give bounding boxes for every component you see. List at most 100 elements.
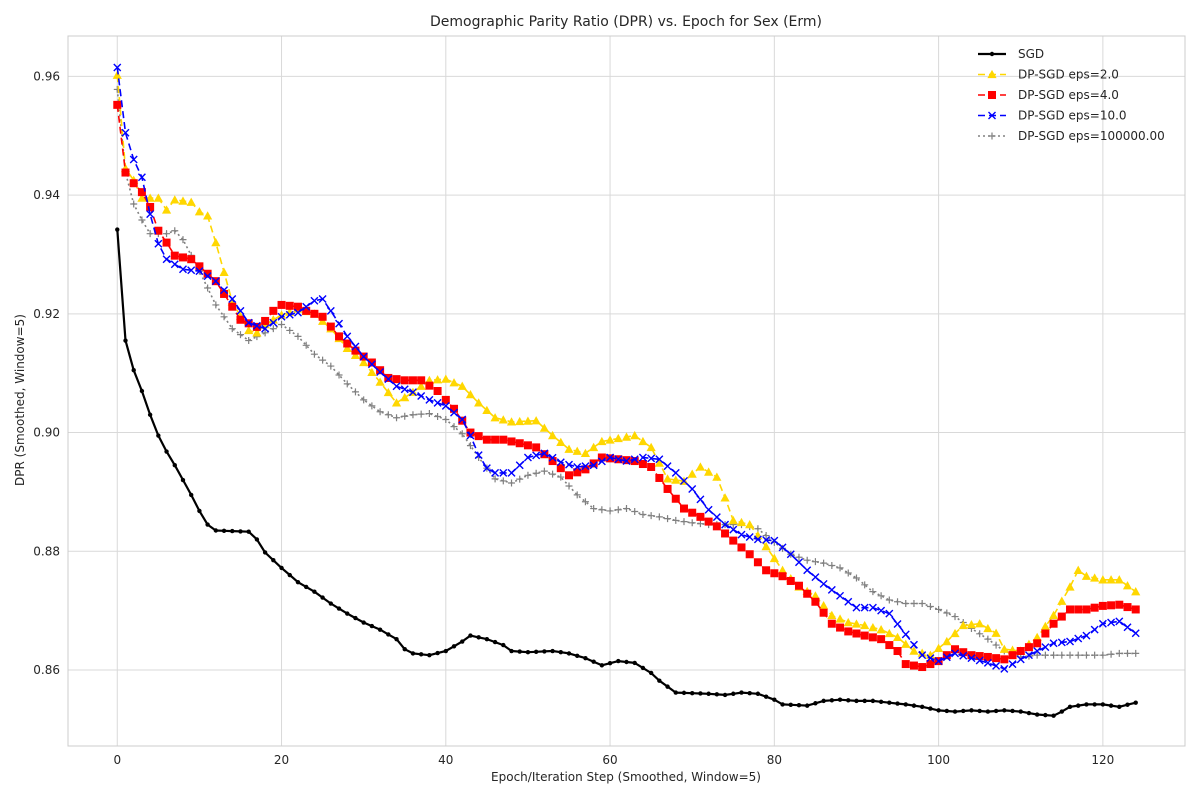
series-point — [466, 428, 475, 437]
series-point — [1098, 601, 1107, 610]
series-point — [474, 398, 484, 407]
series-point — [557, 473, 565, 481]
series-point — [271, 557, 276, 563]
series-point — [819, 608, 828, 617]
series-point — [178, 253, 187, 262]
series-point — [327, 362, 335, 370]
series-point — [884, 628, 894, 638]
series-point — [860, 603, 869, 612]
series-point — [302, 306, 311, 315]
series-point — [745, 519, 755, 529]
series-point — [443, 648, 449, 654]
y-tick-label: 0.94 — [33, 188, 60, 202]
series-point — [319, 356, 327, 364]
series-point — [729, 525, 738, 534]
series-point — [1122, 581, 1133, 590]
series-point — [698, 691, 703, 696]
series-point — [1065, 582, 1075, 591]
series-point — [408, 388, 417, 397]
series-point — [435, 650, 440, 656]
plot-frame — [67, 35, 1186, 747]
series-point — [509, 648, 514, 654]
series-point — [910, 600, 918, 608]
series-point — [376, 366, 385, 375]
series-point — [161, 205, 172, 214]
series-point — [434, 413, 442, 421]
series-point — [720, 493, 730, 502]
series-point — [836, 623, 845, 632]
series-point — [367, 360, 376, 369]
series-point — [450, 408, 459, 417]
series-point — [219, 267, 229, 276]
series-point — [523, 453, 532, 462]
series-point — [147, 412, 153, 417]
series-point — [1108, 703, 1114, 708]
series-point — [747, 690, 752, 696]
series-dp-sgd-eps-10-0 — [113, 63, 1140, 673]
series-point — [647, 512, 655, 520]
series-point — [1074, 651, 1082, 659]
series-point — [146, 210, 155, 219]
series-point — [843, 617, 853, 627]
series-point — [992, 641, 1000, 649]
series-point — [901, 660, 910, 669]
series-point — [918, 600, 926, 608]
series-point — [966, 619, 977, 629]
series-point — [558, 650, 563, 655]
series-point — [1115, 649, 1123, 657]
series-point — [762, 536, 771, 544]
series-point — [851, 619, 862, 628]
series-point — [1107, 618, 1116, 627]
series-point — [228, 325, 236, 333]
series-point — [762, 532, 770, 540]
series-point — [1106, 575, 1116, 584]
series-point — [928, 706, 933, 711]
series-point — [1090, 625, 1099, 634]
series-point — [342, 343, 352, 352]
series-point — [180, 477, 186, 483]
series-point — [171, 227, 179, 235]
series-point — [894, 598, 902, 606]
series-point — [252, 322, 261, 331]
series-point — [490, 413, 500, 422]
series-point — [794, 558, 803, 567]
series-point — [1074, 634, 1083, 643]
series-point — [484, 636, 490, 642]
series-point — [328, 601, 334, 606]
series-point — [877, 606, 886, 615]
series-point — [1051, 713, 1056, 718]
series-point — [729, 536, 738, 545]
series-point — [731, 691, 736, 696]
series-point — [491, 475, 499, 483]
series-point — [211, 237, 221, 247]
series-point — [739, 690, 744, 695]
legend-point — [987, 69, 997, 79]
series-point — [499, 468, 508, 477]
series-point — [827, 585, 836, 594]
series-point — [696, 512, 705, 521]
series-point — [844, 597, 853, 606]
series-point — [1066, 637, 1075, 646]
series-point — [1059, 709, 1065, 714]
series-point — [961, 708, 966, 714]
series-point — [607, 660, 613, 666]
series-point — [565, 482, 573, 490]
series-point — [712, 513, 721, 522]
series-point — [451, 644, 457, 649]
series-point — [228, 302, 237, 311]
legend-entry-sgd: SGD — [978, 47, 1044, 61]
series-point — [533, 649, 539, 655]
x-axis-ticks: 0 20 40 60 80 100 120 — [113, 753, 1114, 767]
series-point — [186, 197, 196, 206]
series-point — [813, 701, 818, 706]
series-point — [386, 632, 391, 637]
series-point — [164, 449, 169, 454]
series-point — [138, 216, 146, 224]
series-point — [269, 318, 278, 327]
series-point — [580, 448, 591, 458]
series-point — [605, 435, 615, 444]
series-point — [367, 367, 377, 376]
series-point — [1018, 709, 1023, 714]
series-point — [827, 610, 837, 620]
